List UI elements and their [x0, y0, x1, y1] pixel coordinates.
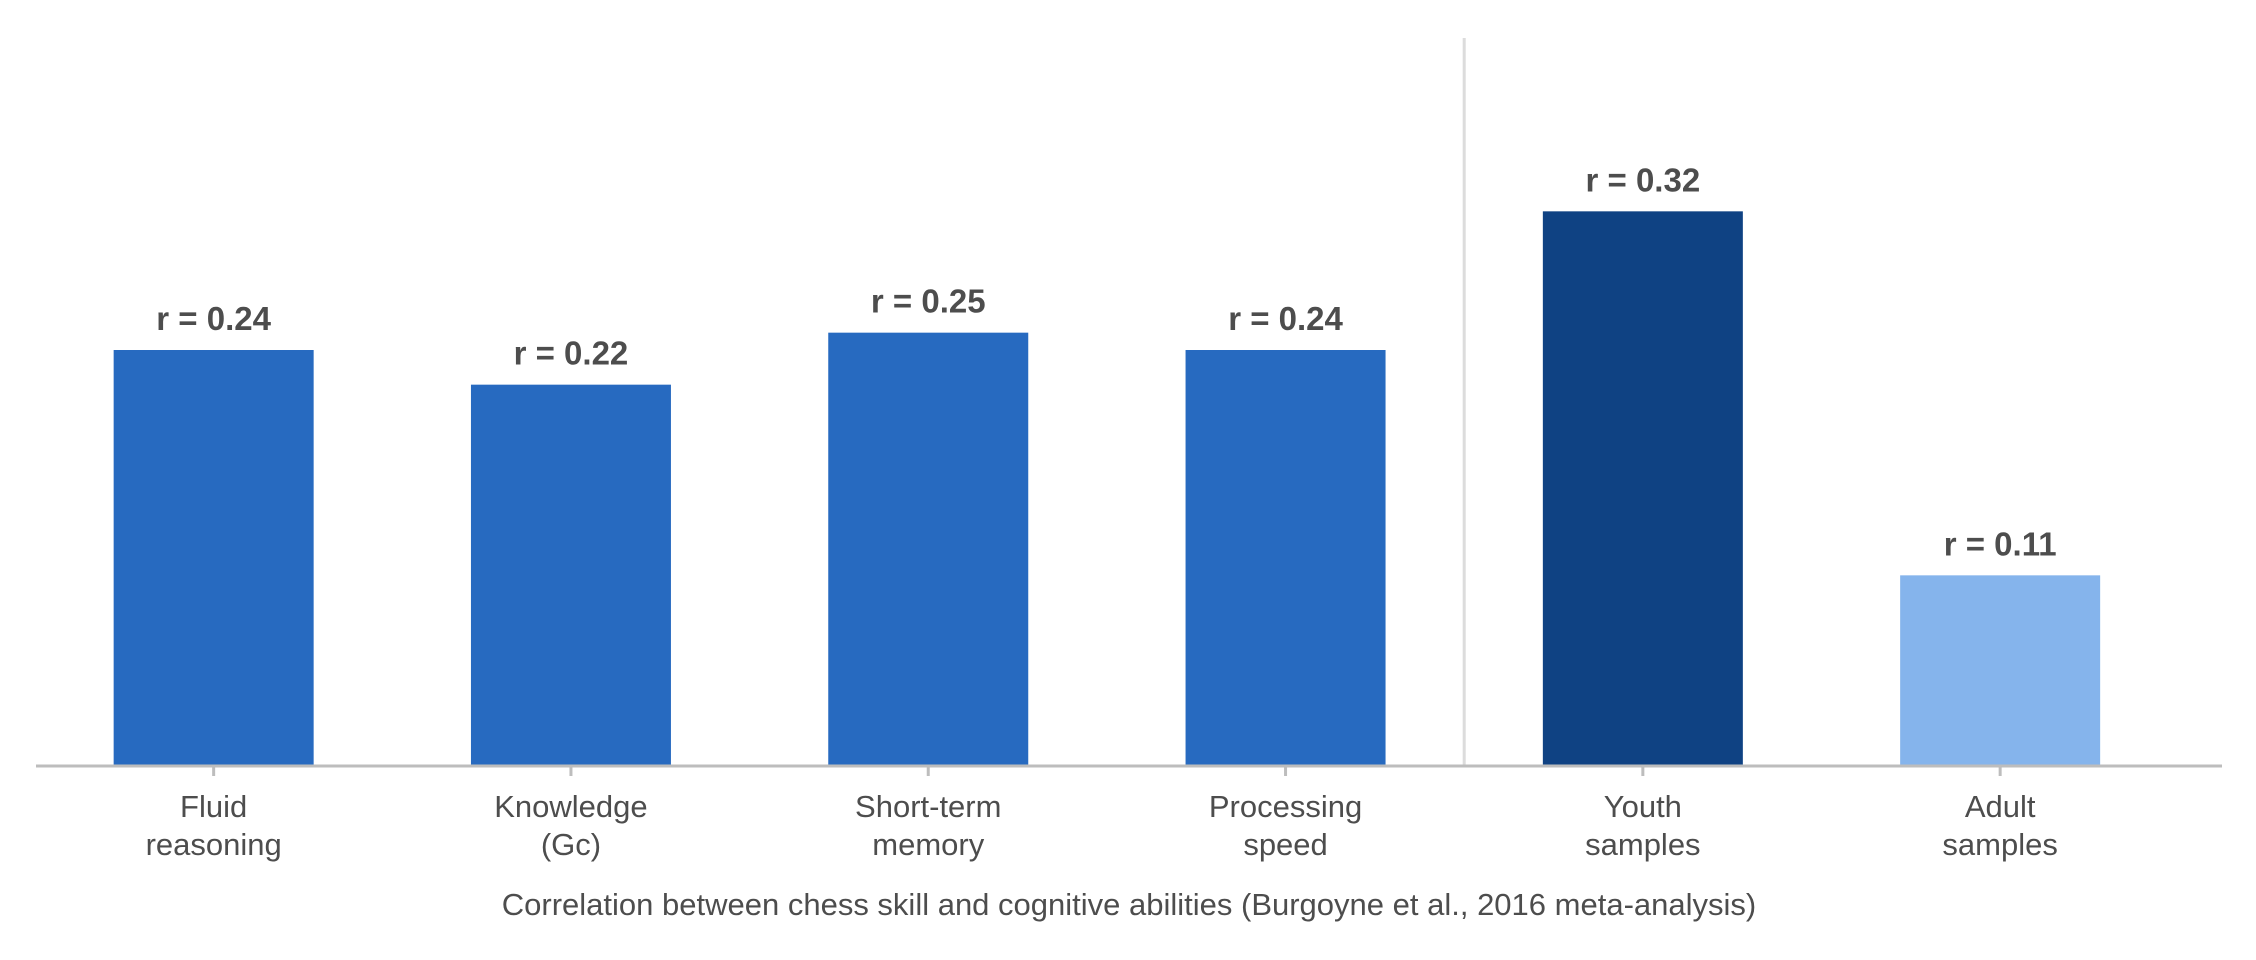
x-tick-label-line: Fluid — [180, 789, 247, 824]
x-tick-label: Fluid reasoning — [146, 789, 282, 862]
bar — [113, 350, 314, 766]
value-label: r = 0.24 — [156, 300, 271, 337]
x-tick-label-line: samples — [1942, 827, 2057, 862]
bar — [1900, 575, 2101, 766]
x-tick-label: Knowledge (Gc) — [494, 789, 647, 862]
x-tick-label: Short-term memory — [855, 789, 1001, 862]
x-tick-label-line: Knowledge — [494, 789, 647, 824]
x-tick-label-line: Youth — [1604, 789, 1682, 824]
x-tick-label-line: (Gc) — [541, 827, 601, 862]
bar — [828, 332, 1029, 766]
x-tick-label-line: reasoning — [146, 827, 282, 862]
value-labels-layer: r = 0.24 r = 0.22 r = 0.25 r = 0.24 r = 0.32… — [156, 161, 2056, 562]
value-label: r = 0.24 — [1228, 300, 1343, 337]
x-ticks-layer — [212, 766, 2002, 776]
bar — [1542, 211, 1743, 767]
x-axis-title: Correlation between chess skill and cogn… — [502, 887, 1756, 922]
x-tick-label-line: speed — [1243, 827, 1327, 862]
x-tick-label: Adult samples — [1942, 789, 2057, 862]
value-label: r = 0.25 — [871, 283, 986, 320]
x-tick-label-line: Adult — [1965, 789, 2036, 824]
x-tick-labels-layer: Fluid reasoning Knowledge (Gc) Short-term mem… — [146, 789, 2058, 862]
x-tick-label-line: memory — [872, 827, 984, 862]
value-label: r = 0.32 — [1586, 161, 1701, 198]
value-label: r = 0.22 — [514, 335, 629, 372]
x-tick-label-line: Processing — [1209, 789, 1362, 824]
bar — [1185, 350, 1386, 766]
x-tick-label-line: samples — [1585, 827, 1700, 862]
x-tick-label: Youth samples — [1585, 789, 1700, 862]
bar — [470, 384, 671, 766]
value-label: r = 0.11 — [1944, 525, 2057, 562]
x-tick-label: Processing speed — [1209, 789, 1362, 862]
x-tick-label-line: Short-term — [855, 789, 1001, 824]
bars-layer — [113, 211, 2101, 767]
